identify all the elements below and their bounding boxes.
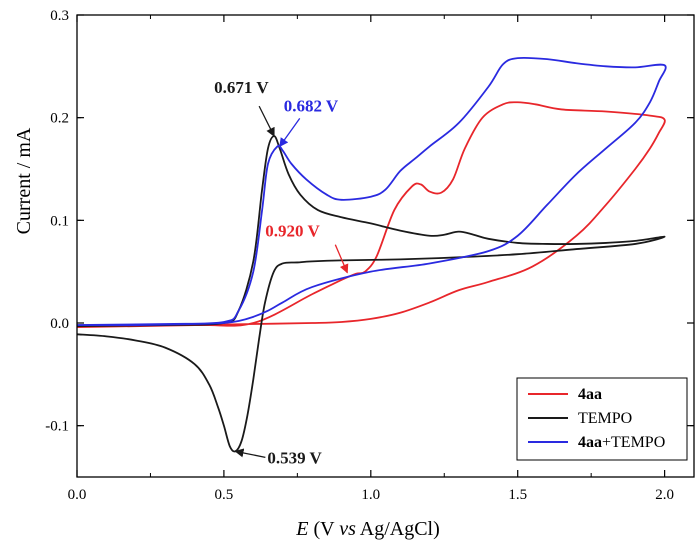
x-tick-label: 1.0 [361, 487, 380, 503]
x-axis-title-vs: vs [339, 518, 356, 540]
y-tick-label: -0.1 [45, 419, 69, 435]
series-line-4aa-tempo [76, 56, 667, 327]
annotation-arrow [258, 105, 275, 137]
x-axis-title-rest: (V [308, 518, 339, 540]
legend-label-4aa: 4aa [578, 386, 602, 403]
legend-label-plain: +TEMPO [602, 434, 665, 451]
y-tick-label: 0.3 [50, 8, 69, 24]
annotation-label: 0.920 V [265, 222, 320, 241]
x-axis-title: E (V vs Ag/AgCl) [295, 518, 440, 540]
annotation-arrow [279, 118, 301, 148]
x-axis-title-var: E [295, 518, 308, 540]
legend-label-bold: 4aa [578, 386, 602, 403]
y-tick-label: 0.0 [50, 316, 69, 332]
plot-frame [76, 14, 695, 478]
annotation-label: 0.671 V [214, 78, 269, 97]
x-axis-title-tail: Ag/AgCl) [356, 518, 440, 540]
axis-ticks [76, 14, 694, 477]
legend-label-plain: TEMPO [578, 410, 632, 427]
x-tick-label: 0.5 [215, 487, 234, 503]
y-tick-label: 0.2 [50, 111, 69, 127]
series-line-4aa [76, 101, 666, 329]
annotation-label: 0.539 V [267, 448, 322, 467]
y-tick-label: 0.1 [50, 213, 69, 229]
x-tick-label: 2.0 [655, 487, 674, 503]
annotation-arrow [334, 244, 349, 274]
series-line-tempo [76, 135, 666, 453]
series-layer [76, 56, 667, 453]
legend-label-bold: 4aa [578, 434, 602, 451]
legend-label-tempo: TEMPO [578, 410, 632, 427]
annotation-arrow [234, 448, 266, 458]
annotations: 0.671 V 0.682 V 0.920 V 0.539 V [214, 78, 349, 467]
annotation-label: 0.682 V [284, 96, 339, 115]
x-tick-label: 1.5 [508, 487, 527, 503]
tick-labels: 0.0 0.5 1.0 1.5 2.0 -0.1 0.0 0.1 0.2 0.3 [45, 8, 674, 503]
y-axis-title: Current / mA [13, 127, 35, 234]
x-tick-label: 0.0 [68, 487, 87, 503]
legend-label-4aa-tempo: 4aa+TEMPO [578, 434, 665, 451]
